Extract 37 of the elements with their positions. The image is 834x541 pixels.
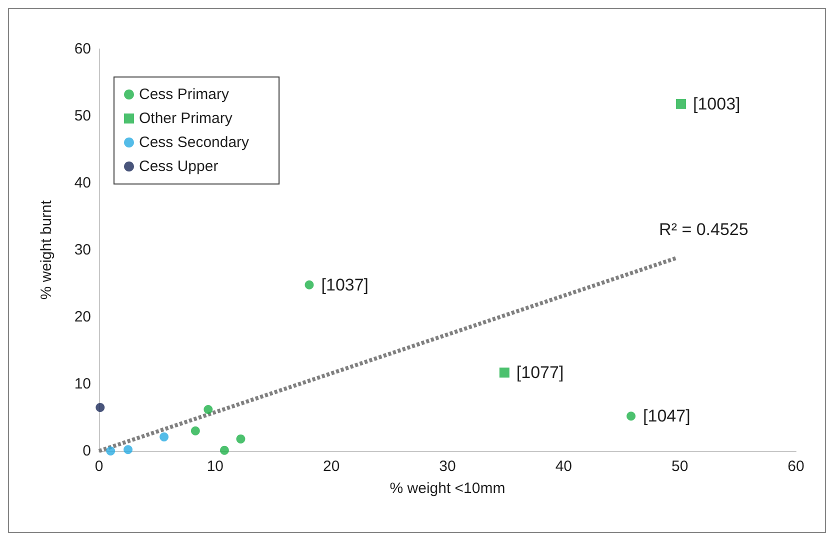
x-tick-label: 60: [788, 458, 804, 475]
point: [304, 280, 314, 290]
x-tick-label: 50: [671, 458, 688, 475]
point: [160, 432, 169, 442]
y-tick-label: 60: [74, 40, 91, 58]
point: [96, 402, 105, 412]
annotation: [1037]: [321, 275, 369, 294]
legend-label: Other Primary: [139, 110, 233, 127]
point: [106, 446, 116, 456]
x-tick-label: 0: [94, 458, 104, 475]
point: [204, 404, 213, 414]
point: [190, 426, 200, 436]
y-tick-label: 0: [82, 442, 91, 460]
x-tick-label: 30: [439, 458, 456, 475]
annotation: [1047]: [643, 406, 690, 426]
x-tick-label: 10: [206, 458, 224, 475]
x-tick-label: 40: [555, 458, 572, 475]
annotation: R² = 0.4525: [659, 220, 748, 240]
y-tick-label: 40: [74, 174, 91, 192]
y-tick-label: 10: [74, 376, 91, 392]
point: [676, 98, 686, 109]
point: [124, 445, 133, 454]
y-tick-label: 20: [74, 308, 91, 326]
legend-label: Cess Primary: [139, 86, 230, 103]
point: [626, 412, 636, 421]
annotation: [1003]: [692, 94, 740, 114]
y-tick-label: 50: [74, 108, 91, 124]
point: [220, 446, 229, 455]
point: [236, 434, 246, 444]
y-tick-label: 30: [74, 242, 91, 258]
legend-label: Cess Upper: [139, 158, 218, 175]
x-tick-label: 20: [322, 458, 340, 475]
y-axis-title: % weight burnt: [38, 200, 55, 300]
annotation: [1077]: [516, 363, 564, 382]
point: [499, 368, 510, 378]
x-axis-title: % weight <10mm: [390, 480, 506, 497]
legend-label: Cess Secondary: [139, 134, 250, 151]
